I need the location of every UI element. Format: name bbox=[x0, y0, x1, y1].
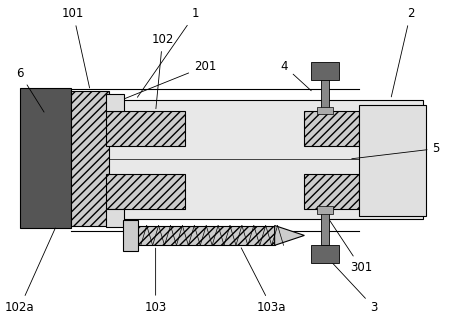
Text: 103a: 103a bbox=[241, 248, 286, 314]
Bar bbox=[136, 225, 275, 245]
Bar bbox=[123, 219, 138, 251]
Bar bbox=[321, 74, 329, 112]
Bar bbox=[317, 206, 333, 214]
Bar bbox=[311, 245, 339, 263]
Bar bbox=[106, 112, 185, 146]
Text: 2: 2 bbox=[391, 7, 414, 97]
Text: 3: 3 bbox=[327, 257, 378, 314]
Text: 4: 4 bbox=[281, 60, 311, 91]
Bar bbox=[311, 62, 339, 80]
Bar bbox=[321, 208, 329, 245]
Text: 101: 101 bbox=[62, 7, 89, 88]
Polygon shape bbox=[275, 225, 304, 245]
Bar bbox=[304, 112, 359, 146]
Bar bbox=[71, 91, 109, 225]
Bar bbox=[106, 209, 124, 226]
Text: 103: 103 bbox=[144, 248, 167, 314]
Text: 301: 301 bbox=[327, 216, 372, 274]
Bar bbox=[359, 105, 426, 215]
Text: 5: 5 bbox=[352, 142, 440, 159]
Text: 201: 201 bbox=[118, 60, 216, 102]
Bar bbox=[317, 107, 333, 115]
Bar bbox=[304, 174, 359, 209]
Bar bbox=[106, 174, 185, 209]
Text: 102: 102 bbox=[151, 33, 174, 109]
Text: 1: 1 bbox=[137, 7, 199, 97]
Text: 102a: 102a bbox=[5, 228, 55, 314]
Text: 6: 6 bbox=[16, 67, 44, 112]
Bar bbox=[20, 88, 71, 228]
Bar bbox=[106, 100, 423, 218]
Bar bbox=[106, 94, 124, 112]
